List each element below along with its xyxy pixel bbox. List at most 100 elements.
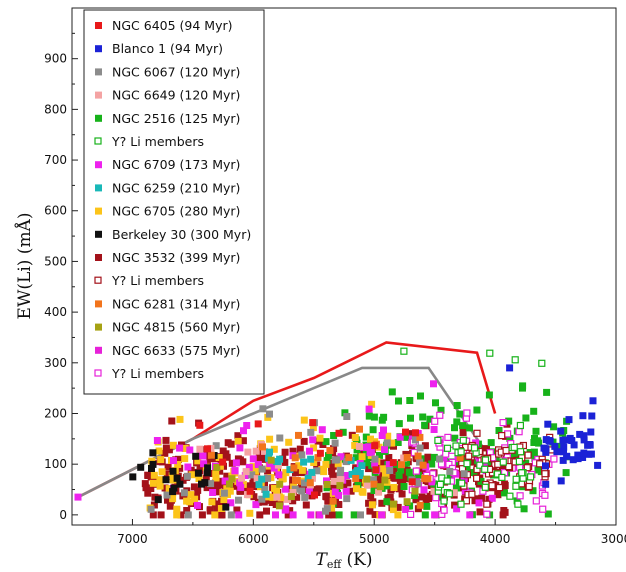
data-point: [278, 475, 286, 483]
legend-label: Y? Li members: [111, 366, 204, 381]
data-point: [181, 455, 189, 463]
data-point: [311, 491, 318, 499]
data-point: [274, 458, 282, 465]
data-point: [335, 501, 343, 508]
data-point: [440, 506, 448, 514]
data-point: [223, 485, 231, 493]
data-point: [325, 452, 332, 460]
data-point: [222, 503, 230, 511]
data-point: [440, 454, 448, 462]
x-axis-title-sub: eff: [327, 558, 343, 571]
data-point: [453, 418, 461, 426]
data-point: [298, 487, 306, 495]
legend-marker: [95, 300, 102, 308]
legend-marker: [95, 161, 102, 169]
data-point: [227, 511, 235, 519]
data-point: [544, 420, 552, 428]
data-point: [289, 447, 297, 455]
data-point: [506, 434, 514, 442]
data-point: [187, 491, 195, 499]
data-point: [432, 399, 439, 407]
data-point: [264, 467, 272, 475]
data-point: [545, 437, 553, 444]
data-point: [155, 447, 163, 455]
data-point: [223, 453, 231, 461]
data-point: [275, 471, 283, 479]
data-point: [530, 448, 538, 456]
data-point: [254, 420, 262, 428]
data-point: [184, 463, 192, 471]
data-point: [529, 487, 537, 495]
data-point: [511, 451, 518, 458]
data-point: [360, 443, 367, 451]
data-point: [388, 439, 396, 447]
data-point: [256, 511, 264, 519]
data-point: [506, 364, 514, 372]
y-tick-label: 500: [44, 254, 67, 268]
data-point: [328, 504, 336, 512]
data-point: [181, 445, 189, 452]
data-point: [452, 442, 460, 450]
data-point: [200, 460, 208, 468]
data-point: [176, 464, 184, 472]
data-point: [304, 474, 312, 482]
data-point: [511, 356, 519, 364]
data-point: [168, 472, 176, 480]
data-point: [285, 438, 293, 446]
data-point: [530, 439, 538, 446]
data-point: [263, 507, 270, 515]
data-point: [382, 482, 390, 490]
data-point: [383, 439, 391, 447]
data-point: [416, 444, 424, 452]
data-point: [414, 471, 422, 479]
data-point: [580, 436, 588, 444]
data-point: [334, 460, 342, 468]
data-point: [394, 503, 402, 511]
data-point: [505, 417, 513, 425]
data-point: [176, 444, 184, 452]
data-point: [560, 443, 568, 451]
data-point: [351, 434, 359, 441]
data-point: [307, 455, 315, 463]
data-point: [241, 472, 249, 479]
data-point: [400, 347, 408, 355]
y-tick-label: 300: [44, 356, 67, 370]
data-point: [266, 435, 274, 443]
data-point: [463, 464, 470, 472]
data-point: [347, 487, 355, 495]
data-point: [266, 448, 273, 456]
data-point: [227, 499, 235, 507]
data-point: [419, 461, 427, 469]
data-point: [394, 511, 402, 519]
x-axis-title: Teff (K): [315, 550, 372, 571]
data-point: [369, 476, 377, 484]
legend-label: NGC 6705 (280 Myr): [112, 204, 240, 219]
data-point: [300, 458, 308, 466]
data-point: [451, 501, 459, 509]
data-point: [147, 505, 155, 513]
data-point: [275, 502, 283, 510]
data-point: [422, 457, 429, 465]
data-point: [322, 492, 330, 500]
data-point: [451, 434, 459, 442]
data-point: [212, 474, 220, 482]
data-point: [156, 482, 164, 490]
data-point: [443, 444, 452, 452]
data-point: [216, 462, 224, 470]
data-point: [330, 432, 338, 439]
data-point: [129, 473, 137, 481]
data-point: [541, 445, 549, 453]
data-point: [162, 436, 170, 444]
data-point: [580, 432, 588, 440]
data-point: [365, 499, 373, 507]
legend-marker: [95, 114, 102, 122]
data-point: [192, 452, 200, 460]
data-point: [366, 507, 374, 515]
data-point: [300, 416, 308, 424]
data-point: [505, 463, 513, 471]
y-axis-title: EW(Li) (mÅ): [14, 213, 35, 320]
data-point: [330, 511, 337, 519]
data-point: [510, 443, 518, 451]
data-point: [386, 467, 394, 474]
data-point: [272, 511, 279, 519]
